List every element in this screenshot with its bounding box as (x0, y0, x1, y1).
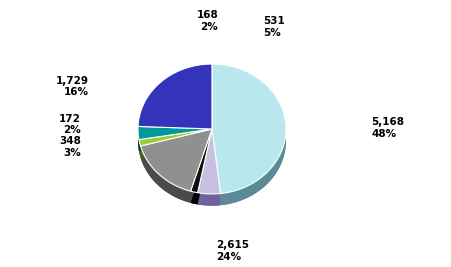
Polygon shape (138, 138, 212, 151)
Text: 2,615
24%: 2,615 24% (216, 240, 249, 262)
Text: 531
5%: 531 5% (263, 16, 285, 38)
Polygon shape (139, 140, 141, 158)
Polygon shape (198, 193, 221, 206)
Text: 172
2%: 172 2% (59, 114, 81, 135)
Text: 5,168
48%: 5,168 48% (372, 117, 405, 139)
Polygon shape (212, 64, 286, 194)
Polygon shape (141, 129, 212, 191)
Polygon shape (141, 141, 212, 203)
Polygon shape (141, 146, 191, 203)
Polygon shape (139, 141, 212, 158)
Polygon shape (138, 76, 212, 141)
Polygon shape (138, 126, 139, 151)
Polygon shape (198, 129, 221, 194)
Polygon shape (198, 141, 221, 206)
Polygon shape (212, 76, 286, 205)
Polygon shape (138, 120, 139, 138)
Polygon shape (139, 129, 212, 146)
Text: 168
2%: 168 2% (197, 10, 218, 32)
Text: 1,729
16%: 1,729 16% (55, 76, 88, 97)
Text: 348
3%: 348 3% (59, 136, 81, 158)
Polygon shape (221, 120, 286, 205)
Polygon shape (191, 141, 212, 205)
Polygon shape (191, 191, 198, 205)
Polygon shape (138, 126, 212, 140)
Polygon shape (138, 64, 212, 129)
Polygon shape (191, 129, 212, 193)
